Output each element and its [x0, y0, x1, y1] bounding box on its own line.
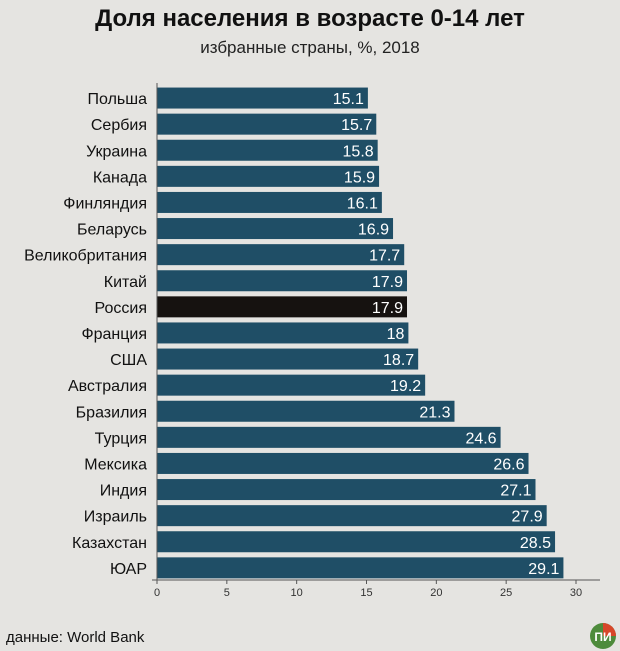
- category-label: Франция: [81, 326, 147, 343]
- bar: [157, 400, 455, 422]
- category-label: Мексика: [84, 456, 147, 473]
- category-label: Украина: [86, 143, 147, 160]
- bar: [157, 557, 564, 579]
- bar: [157, 191, 382, 213]
- logo-text: ПИ: [594, 630, 611, 644]
- value-label: 19.2: [390, 378, 421, 395]
- value-label: 15.9: [344, 169, 375, 186]
- chart-subtitle: избранные страны, %, 2018: [200, 38, 420, 57]
- category-label: Сербия: [91, 117, 147, 134]
- bar: [157, 426, 501, 448]
- source-note: данные: World Bank: [6, 629, 145, 646]
- category-label: Казахстан: [72, 535, 147, 552]
- x-tick-label: 30: [570, 587, 582, 599]
- category-label: Индия: [100, 483, 147, 500]
- bar: [157, 348, 419, 370]
- bar: [157, 322, 409, 344]
- x-tick-label: 20: [430, 587, 442, 599]
- bar: [157, 479, 536, 501]
- value-label: 18: [387, 326, 405, 343]
- category-label: Турция: [95, 430, 147, 447]
- category-label: Финляндия: [63, 195, 147, 212]
- value-label: 15.1: [333, 91, 364, 108]
- publisher-logo-icon: ПИ: [590, 623, 616, 649]
- bar: [157, 505, 547, 527]
- value-label: 24.6: [465, 430, 496, 447]
- chart-title: Доля населения в возрасте 0-14 лет: [95, 5, 525, 32]
- x-tick-label: 0: [154, 587, 160, 599]
- value-label: 17.9: [372, 274, 403, 291]
- value-label: 29.1: [528, 561, 559, 578]
- bar: [157, 87, 368, 109]
- value-label: 15.7: [341, 117, 372, 134]
- bar: [157, 270, 408, 292]
- x-tick-label: 15: [360, 587, 372, 599]
- bar: [157, 296, 408, 318]
- bar: [157, 531, 556, 553]
- value-label: 21.3: [419, 404, 450, 421]
- x-tick-label: 10: [291, 587, 303, 599]
- bar: [157, 165, 380, 187]
- bar: [157, 139, 378, 161]
- value-label: 15.8: [343, 143, 374, 160]
- x-tick-label: 25: [500, 587, 512, 599]
- category-label: Китай: [104, 274, 147, 291]
- category-label: Израиль: [84, 509, 147, 526]
- value-label: 16.9: [358, 222, 389, 239]
- value-label: 26.6: [493, 456, 524, 473]
- bar: [157, 452, 529, 474]
- category-label: Польша: [88, 91, 148, 108]
- category-label: Великобритания: [24, 248, 147, 265]
- category-label: Беларусь: [77, 222, 147, 239]
- bar: [157, 218, 394, 240]
- category-label: Россия: [95, 300, 147, 317]
- bar: [157, 244, 405, 266]
- value-label: 17.7: [369, 248, 400, 265]
- value-label: 17.9: [372, 300, 403, 317]
- category-label: Канада: [93, 169, 147, 186]
- value-label: 27.9: [512, 509, 543, 526]
- value-label: 16.1: [347, 195, 378, 212]
- category-label: Бразилия: [76, 404, 147, 421]
- value-label: 28.5: [520, 535, 551, 552]
- bar: [157, 374, 426, 396]
- value-label: 27.1: [500, 483, 531, 500]
- value-label: 18.7: [383, 352, 414, 369]
- bar: [157, 113, 377, 135]
- category-label: ЮАР: [110, 561, 147, 578]
- bar-chart: Польша 15.1 Сербия 15.7 Украина 15.8 Канада 15.…: [24, 83, 600, 599]
- x-tick-label: 5: [224, 587, 230, 599]
- category-label: США: [110, 352, 147, 369]
- category-label: Австралия: [68, 378, 147, 395]
